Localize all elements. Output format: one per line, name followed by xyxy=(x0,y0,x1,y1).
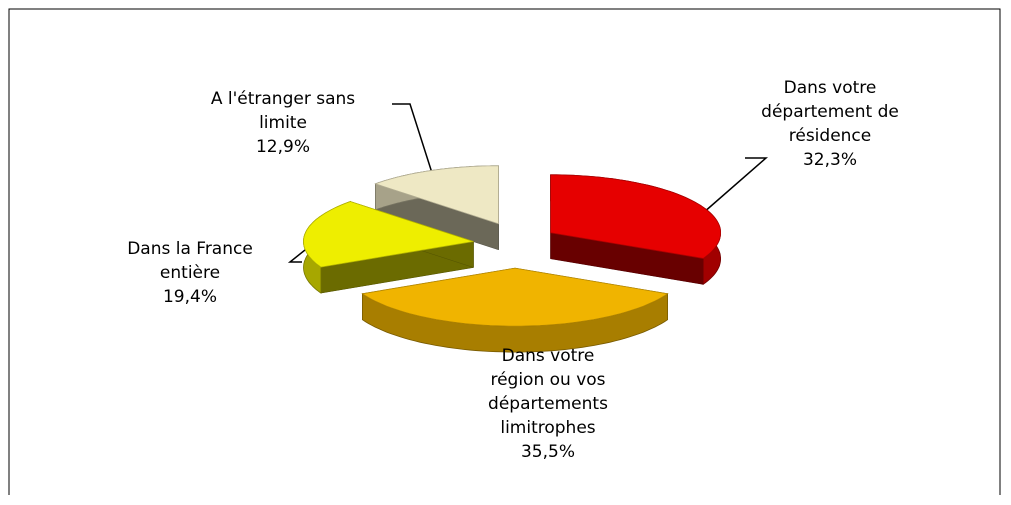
slice-label: Dans votre région ou vos départements li… xyxy=(473,344,623,464)
frame xyxy=(8,8,1001,495)
category-name: Dans votre région ou vos départements li… xyxy=(488,346,608,438)
value-label: 12,9% xyxy=(255,137,310,157)
slice-top xyxy=(303,201,474,268)
pie-slice xyxy=(303,200,474,294)
slice-top xyxy=(550,174,721,259)
value-label: 35,5% xyxy=(520,442,575,462)
pie-slice xyxy=(374,165,499,251)
leader-line xyxy=(392,103,441,199)
slice-top xyxy=(374,165,499,225)
pie-slice xyxy=(550,174,721,286)
slice-top xyxy=(361,267,669,327)
category-name: A l'étranger sans limite xyxy=(210,89,356,133)
leader-line xyxy=(694,157,768,221)
value-label: 32,3% xyxy=(802,150,857,170)
value-label: 19,4% xyxy=(162,287,217,307)
slice-label: Dans votre département de résidence 32,3% xyxy=(730,76,930,172)
pie-slice xyxy=(361,267,669,353)
category-name: Dans la France entière xyxy=(127,239,253,283)
slice-label: A l'étranger sans limite 12,9% xyxy=(193,87,373,159)
category-name: Dans votre département de résidence xyxy=(761,78,899,146)
slice-label: Dans la France entière 19,4% xyxy=(95,237,285,309)
